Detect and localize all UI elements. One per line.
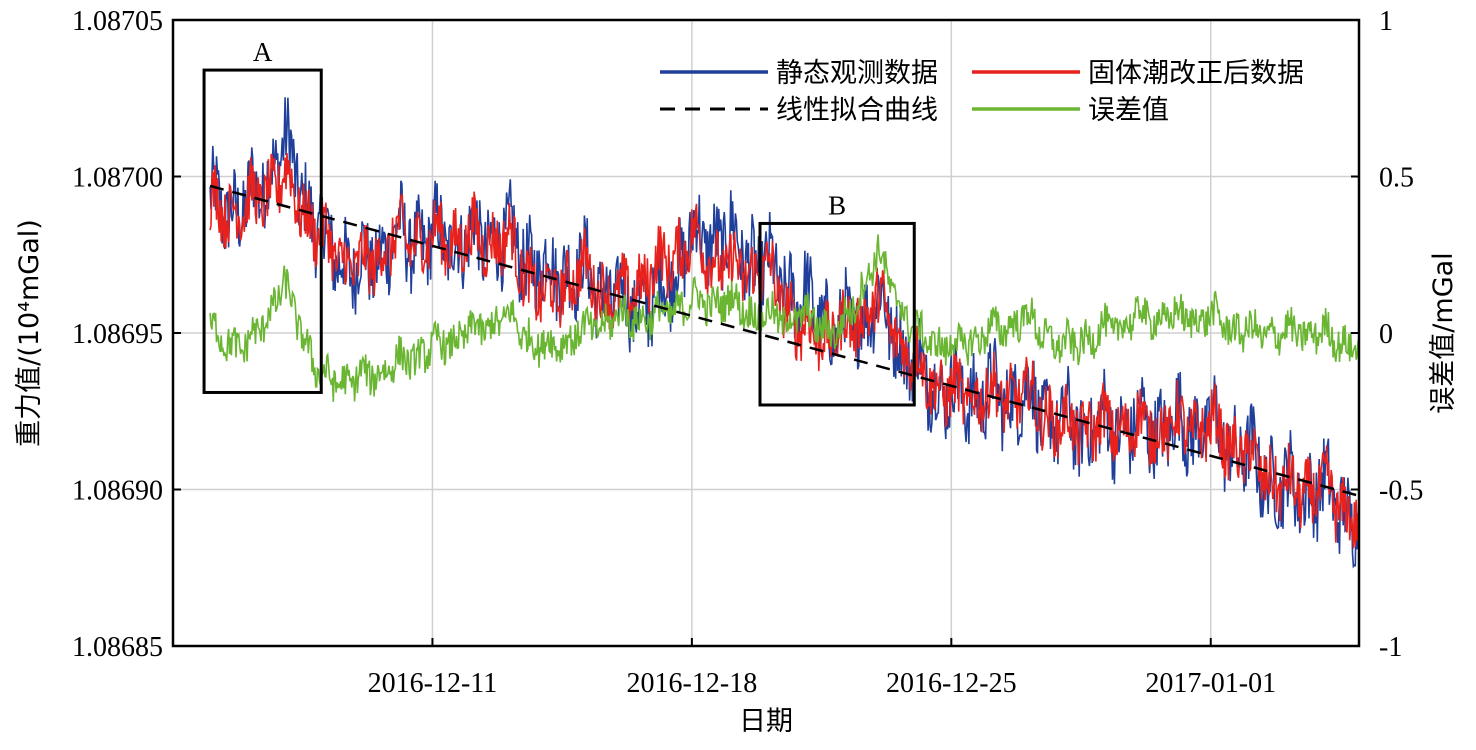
annotation-label-b: B [828,190,846,220]
legend-label: 误差值 [1088,95,1169,126]
annotation-boxes: AB [202,37,916,407]
legend-label: 固体潮改正后数据 [1088,58,1304,89]
y-right-tick-label: 1 [1379,6,1393,37]
y-right-tick-label: -0.5 [1379,476,1423,507]
y-left-axis: 1.08685 1.08690 1.08695 1.08700 1.08705 [72,6,181,663]
x-axis-title: 日期 [739,706,793,737]
annotation-box-a [202,68,323,394]
legend-label: 静态观测数据 [776,58,938,89]
y-left-tick-label: 1.08685 [72,632,163,663]
y-right-tick-label: -1 [1379,632,1402,663]
y-left-tick-label: 1.08690 [72,476,163,507]
y-right-tick-label: 0.5 [1379,163,1414,194]
x-tick-label: 2016-12-18 [627,668,758,699]
series-layer [209,97,1360,569]
legend-label: 线性拟合曲线 [776,95,938,126]
x-tick-label: 2016-12-25 [886,668,1017,699]
y-right-tick-label: 0 [1379,319,1393,350]
y-right-axis-title: 误差值/mGal [1428,252,1459,413]
y-left-tick-label: 1.08700 [72,163,163,194]
y-left-tick-label: 1.08705 [72,6,163,37]
x-tick-label: 2016-12-11 [368,668,498,699]
x-tick-label: 2017-01-01 [1145,668,1276,699]
series-error [209,234,1360,402]
y-left-tick-label: 1.08695 [72,319,163,350]
grid [173,19,1359,647]
annotation-box-b [758,221,916,407]
annotation-label-a: A [253,37,273,67]
series-linear-fit [209,184,1360,497]
x-axis: 2016-12-11 2016-12-18 2016-12-25 2017-01-01 [368,638,1276,699]
y-right-axis: -1 -0.5 0 0.5 1 [1351,6,1423,663]
y-left-axis-title: 重力值/(10⁴mGal) [14,219,45,447]
